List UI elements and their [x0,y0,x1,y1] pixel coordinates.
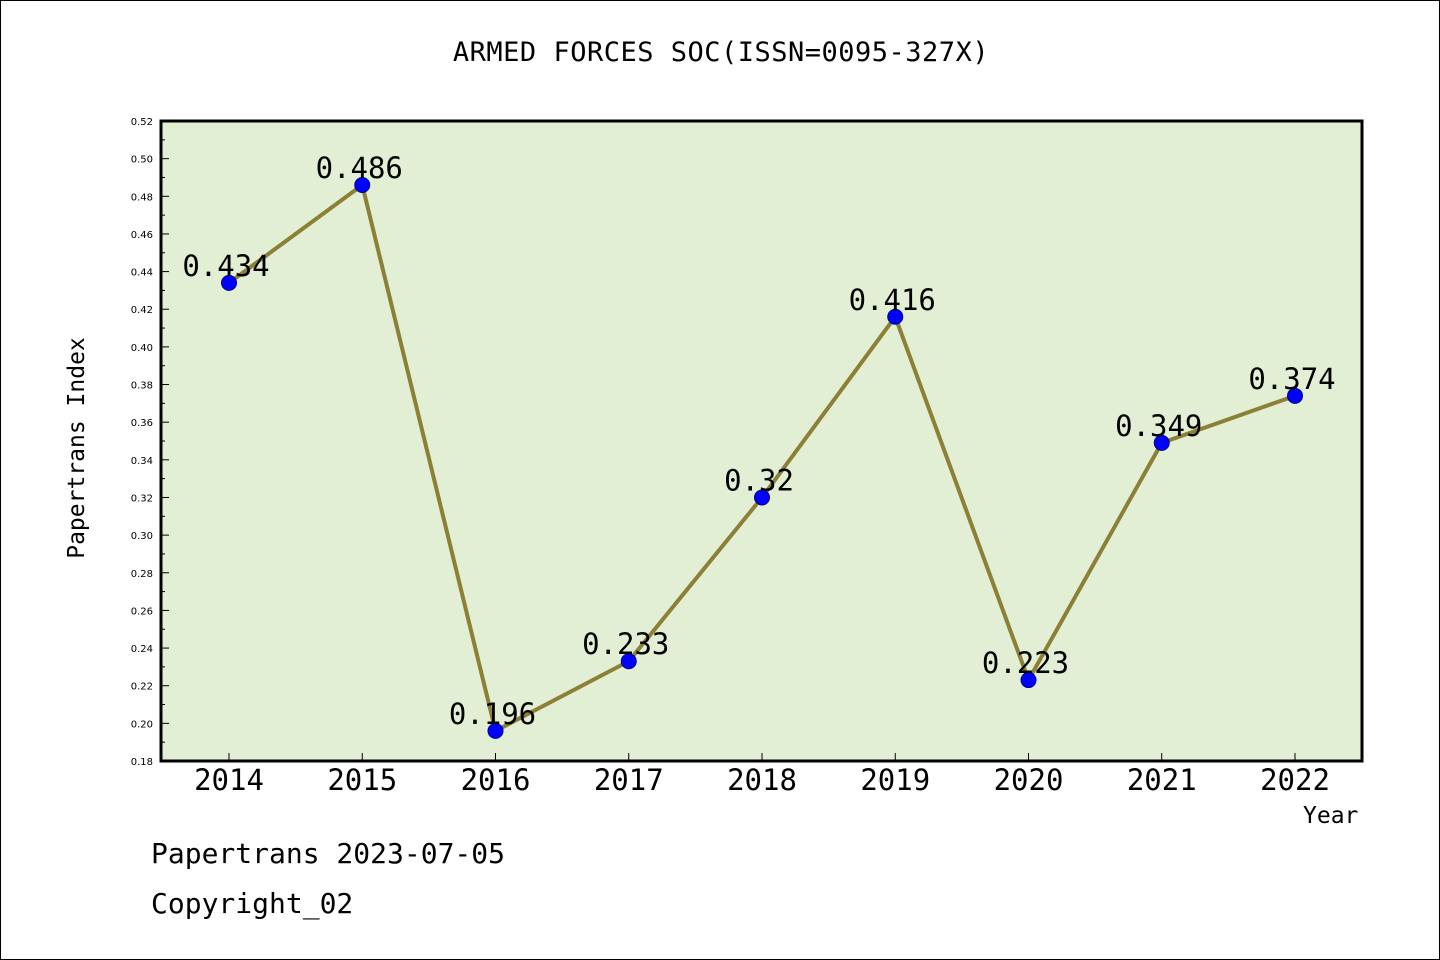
data-point [1287,387,1303,404]
y-tick-label: 0.42 [131,305,153,316]
y-tick-label: 0.38 [131,381,153,392]
chart-title: ARMED FORCES SOC(ISSN=0095-327X) [452,37,990,68]
data-point [887,308,904,325]
y-tick-label: 0.24 [131,644,153,655]
data-point [754,489,770,506]
x-tick-label: 2018 [727,763,797,797]
y-tick-label: 0.52 [131,117,153,128]
y-tick-label: 0.40 [131,343,153,354]
data-label: 0.32 [724,463,794,497]
y-tick-label: 0.32 [131,493,153,504]
data-point [620,653,637,670]
y-tick-label: 0.46 [131,230,153,241]
y-tick-label: 0.48 [131,192,153,203]
x-tick-label: 2022 [1260,763,1330,797]
y-tick-label: 0.28 [131,569,153,580]
y-tick-label: 0.18 [131,757,153,768]
data-label: 0.434 [182,249,269,283]
data-label: 0.416 [849,283,936,317]
x-tick-label: 2016 [461,763,531,797]
y-tick-label: 0.34 [131,456,153,467]
x-tick-label: 2021 [1127,763,1197,797]
data-point [354,177,371,193]
plot-frame [159,119,1364,763]
footer-date: Papertrans 2023-07-05 [151,837,506,870]
y-tick-label: 0.36 [131,418,153,429]
x-tick-label: 2014 [194,763,264,797]
footer-copyright: Copyright_02 [151,887,354,920]
data-point [1153,434,1170,451]
data-label: 0.233 [582,627,669,661]
data-point [487,722,504,739]
y-tick-label: 0.44 [131,268,153,279]
data-label: 0.486 [316,151,403,185]
y-tick-label: 0.26 [131,606,153,617]
data-point [221,274,237,291]
data-label: 0.374 [1248,362,1335,396]
data-point [1020,672,1037,689]
x-axis-label: Year [1303,803,1359,829]
y-tick-label: 0.30 [131,531,153,542]
data-label: 0.349 [1115,409,1202,443]
x-tick-label: 2020 [994,763,1064,797]
x-tick-label: 2019 [860,763,930,797]
y-tick-label: 0.22 [131,682,153,693]
x-tick-label: 2017 [594,763,664,797]
x-tick-label: 2015 [327,763,397,797]
y-tick-label: 0.50 [131,155,153,166]
y-tick-label: 0.20 [131,719,153,730]
data-label: 0.223 [982,646,1069,680]
data-label: 0.196 [449,697,536,731]
